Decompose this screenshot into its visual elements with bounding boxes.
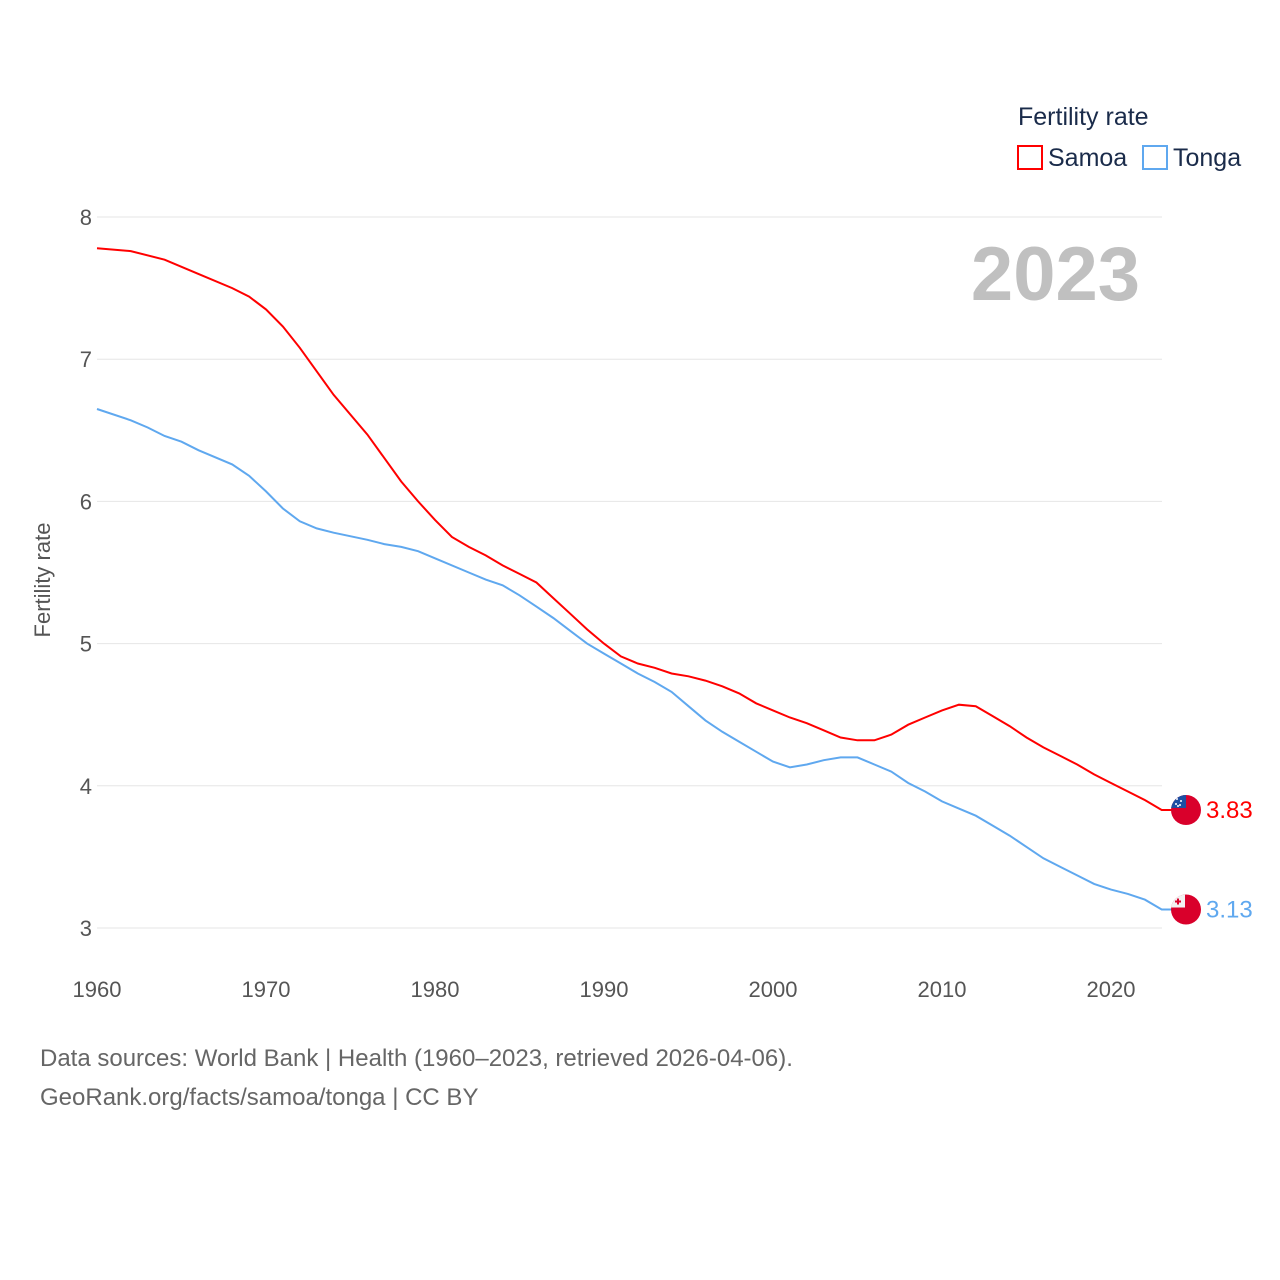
series-end-markers: 3.83 3.13 (1171, 794, 1253, 925)
x-axis-ticks: 1960 1970 1980 1990 2000 2010 2020 (73, 977, 1136, 1002)
x-tick-label: 2010 (918, 977, 967, 1002)
y-tick-label: 5 (80, 632, 92, 657)
gridlines (97, 216, 1162, 929)
x-tick-label: 2020 (1087, 977, 1136, 1002)
legend-label-samoa: Samoa (1048, 144, 1127, 172)
samoa-flag-icon (1171, 794, 1201, 825)
series-lines (96, 247, 1172, 911)
legend-item-tonga[interactable]: Tonga (1142, 144, 1241, 172)
x-tick-label: 2000 (749, 977, 798, 1002)
year-watermark: 2023 (971, 232, 1140, 317)
legend-item-samoa[interactable]: Samoa (1017, 144, 1127, 172)
end-value-label-samoa: 3.83 (1206, 797, 1253, 824)
y-axis-label: Fertility rate (30, 523, 55, 638)
x-tick-label: 1960 (73, 977, 122, 1002)
series-line-samoa (96, 247, 1172, 811)
legend-swatch-tonga (1142, 145, 1168, 170)
x-tick-label: 1990 (580, 977, 629, 1002)
y-tick-label: 4 (80, 774, 92, 799)
y-tick-label: 6 (80, 489, 92, 514)
legend-title: Fertility rate (1018, 103, 1149, 131)
y-tick-label: 8 (80, 205, 92, 230)
x-tick-label: 1970 (242, 977, 291, 1002)
end-value-label-tonga: 3.13 (1206, 897, 1253, 924)
y-axis-ticks: 3 4 5 6 7 8 (80, 205, 92, 941)
y-tick-label: 3 (80, 916, 92, 941)
tonga-flag-icon (1171, 894, 1201, 925)
legend-swatch-samoa (1017, 145, 1043, 170)
legend-label-tonga: Tonga (1173, 144, 1241, 172)
attribution-text: GeoRank.org/facts/samoa/tonga | CC BY (40, 1084, 479, 1111)
series-line-tonga (96, 408, 1172, 911)
data-source-text: Data sources: World Bank | Health (1960–… (40, 1045, 793, 1072)
y-tick-label: 7 (80, 347, 92, 372)
x-tick-label: 1980 (411, 977, 460, 1002)
